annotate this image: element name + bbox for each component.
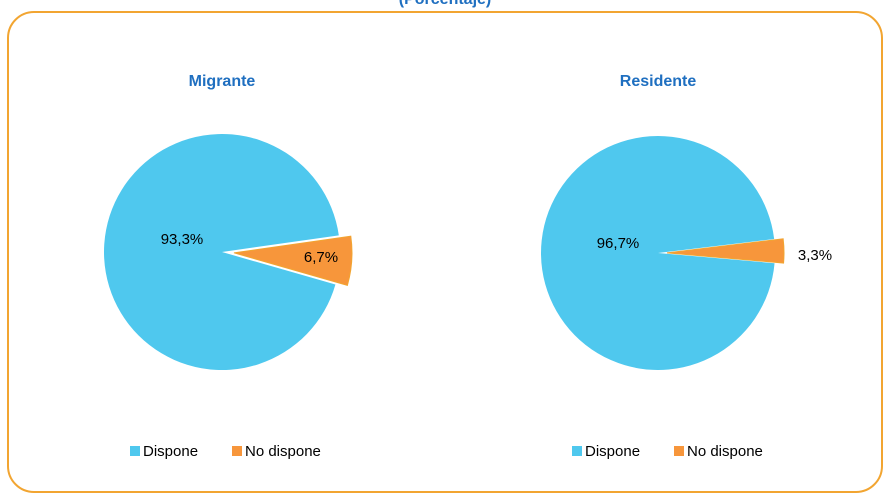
data-label: 3,3% bbox=[798, 247, 832, 264]
pie-slice bbox=[666, 238, 785, 264]
legend-label: No dispone bbox=[687, 443, 763, 460]
legend-swatch bbox=[232, 446, 242, 456]
legend-swatch bbox=[130, 446, 140, 456]
pie-slice bbox=[233, 235, 353, 286]
legend-label: Dispone bbox=[585, 443, 640, 460]
page-title: (Porcentaje) bbox=[399, 0, 491, 8]
pie-slice bbox=[104, 133, 339, 370]
data-label: 96,7% bbox=[597, 235, 640, 252]
data-label: 6,7% bbox=[304, 249, 338, 266]
data-label: 93,3% bbox=[161, 231, 204, 248]
legend-label: No dispone bbox=[245, 443, 321, 460]
legend-swatch bbox=[674, 446, 684, 456]
legend-label: Dispone bbox=[143, 443, 198, 460]
chart-title: Migrante bbox=[189, 73, 256, 90]
frame bbox=[7, 11, 883, 493]
pie-slice bbox=[541, 136, 775, 371]
chart-title: Residente bbox=[620, 73, 697, 90]
legend-swatch bbox=[572, 446, 582, 456]
